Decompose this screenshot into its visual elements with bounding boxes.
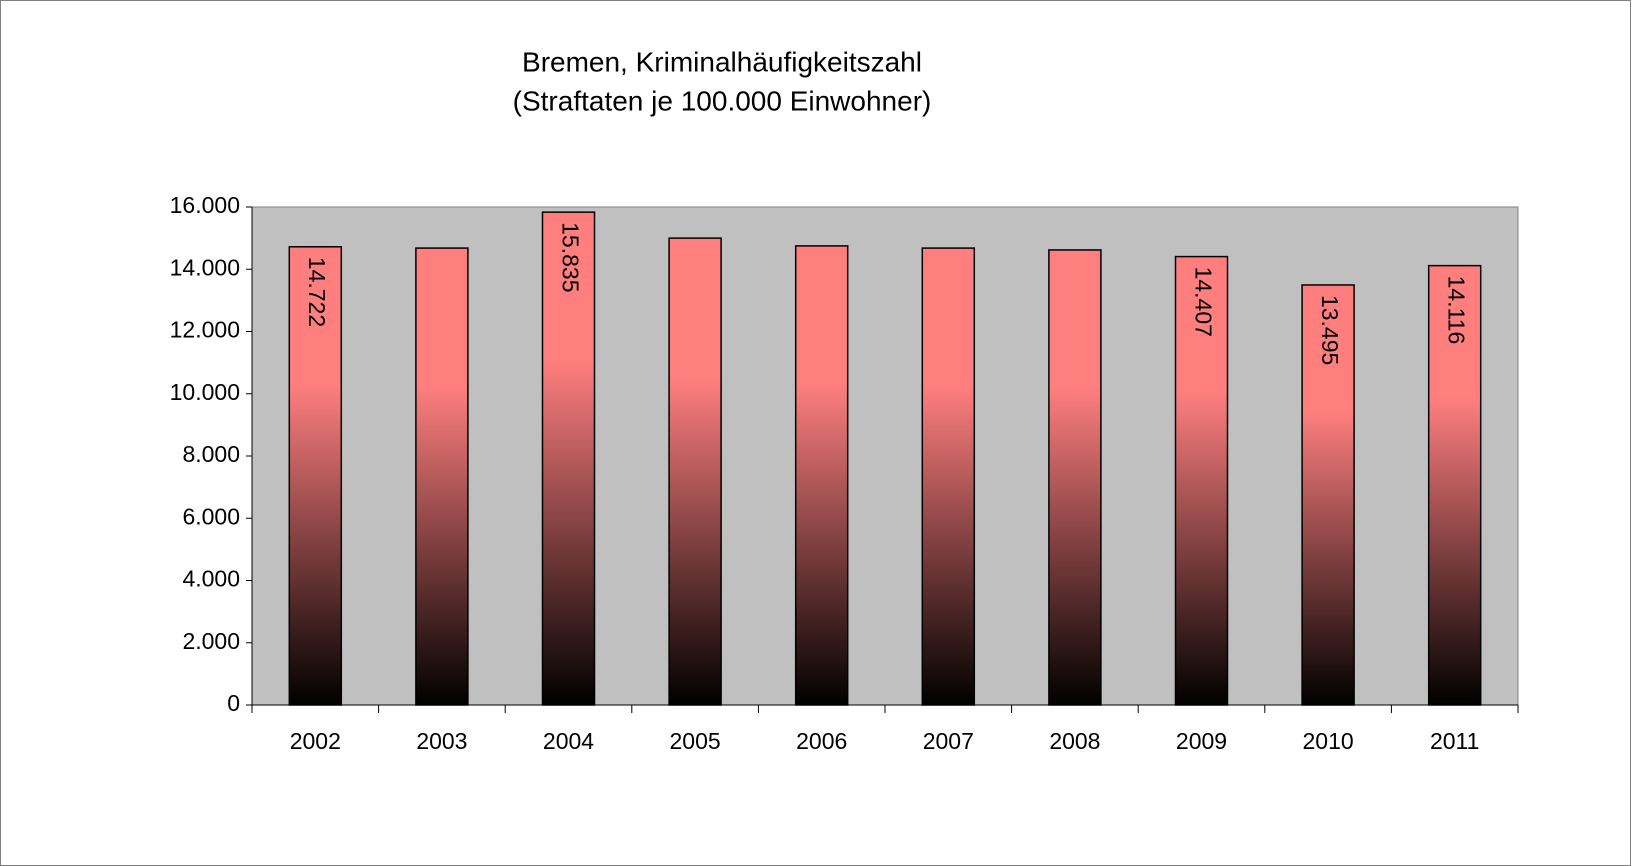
x-tick-label: 2005: [670, 728, 721, 754]
x-tick-label: 2007: [923, 728, 974, 754]
y-tick-label: 0: [227, 690, 240, 716]
data-label: 14.407: [1190, 267, 1216, 337]
y-tick-label: 8.000: [182, 441, 240, 467]
y-tick-label: 10.000: [170, 379, 240, 405]
y-tick-label: 14.000: [170, 254, 240, 280]
bar: [288, 246, 343, 706]
data-label: 13.495: [1317, 295, 1343, 365]
bar: [1301, 284, 1355, 706]
x-tick-label: 2002: [290, 728, 341, 754]
x-tick-label: 2004: [543, 728, 594, 754]
x-tick-label: 2010: [1303, 728, 1354, 754]
bar: [1427, 264, 1482, 706]
chart-subtitle: (Straftaten je 100.000 Einwohner): [513, 85, 932, 116]
bar: [415, 247, 469, 706]
x-tick-label: 2003: [416, 728, 467, 754]
bar: [1174, 255, 1229, 706]
bar: [921, 247, 976, 706]
y-tick-label: 16.000: [170, 192, 240, 218]
x-tick-label: 2011: [1430, 728, 1479, 754]
data-label: 15.835: [557, 222, 583, 292]
x-tick-label: 2008: [1049, 728, 1100, 754]
y-tick-label: 4.000: [182, 566, 240, 592]
bar: [1048, 249, 1102, 706]
data-label: 14.722: [304, 257, 330, 327]
bar: [794, 245, 849, 706]
chart-title: Bremen, Kriminalhäufigkeitszahl: [522, 46, 922, 77]
y-tick-label: 6.000: [182, 503, 240, 529]
bar: [541, 211, 596, 706]
bar: [668, 237, 722, 706]
x-tick-label: 2009: [1176, 728, 1227, 754]
data-label: 14.116: [1444, 276, 1470, 345]
y-tick-label: 12.000: [170, 317, 240, 343]
y-tick-label: 2.000: [182, 628, 240, 654]
x-tick-label: 2006: [796, 728, 847, 754]
